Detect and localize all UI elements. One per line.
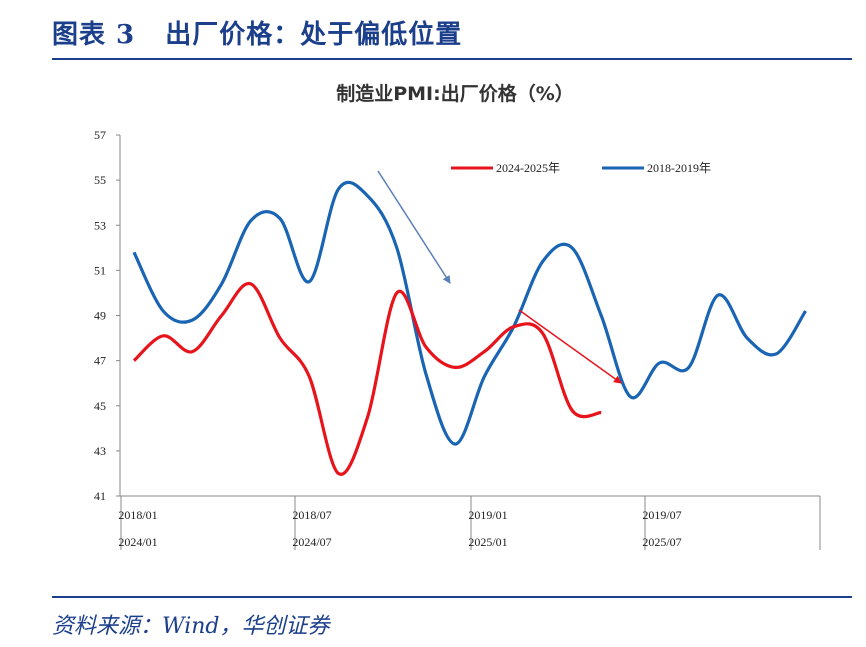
chart-title: 制造业PMI:出厂价格（%）	[336, 82, 574, 105]
series-line-2018-2019年	[132, 180, 807, 446]
x-tick-label: 2018/01	[118, 508, 157, 522]
y-tick-label: 57	[94, 128, 106, 142]
x-tick-label-secondary: 2024/07	[292, 535, 331, 549]
x-tick-label-secondary: 2025/07	[642, 535, 681, 549]
y-tick-label: 43	[94, 444, 106, 458]
source-rule	[52, 596, 852, 598]
y-tick-label: 45	[94, 399, 106, 413]
figure-title: 图表 3 出厂价格：处于偏低位置	[52, 20, 463, 50]
downtrend-arrow-red	[518, 309, 622, 384]
series-line-2024-2025年	[132, 282, 602, 476]
y-tick-label: 49	[94, 309, 106, 323]
x-tick-label-secondary: 2025/01	[468, 535, 507, 549]
y-tick-label: 53	[94, 218, 106, 232]
x-tick-label-secondary: 2024/01	[118, 535, 157, 549]
x-tick-label: 2018/07	[292, 508, 331, 522]
x-tick-label: 2019/01	[468, 508, 507, 522]
title-rule	[52, 58, 852, 60]
legend-label: 2018-2019年	[647, 161, 711, 175]
y-tick-label: 55	[94, 173, 106, 187]
downtrend-arrow-blue	[377, 170, 451, 284]
y-tick-label: 47	[94, 354, 106, 368]
y-tick-label: 41	[94, 489, 106, 503]
y-tick-label: 51	[94, 263, 106, 277]
legend-label: 2024-2025年	[496, 161, 560, 175]
x-tick-label: 2019/07	[642, 508, 681, 522]
source-note: 资料来源：Wind，华创证券	[52, 614, 330, 639]
